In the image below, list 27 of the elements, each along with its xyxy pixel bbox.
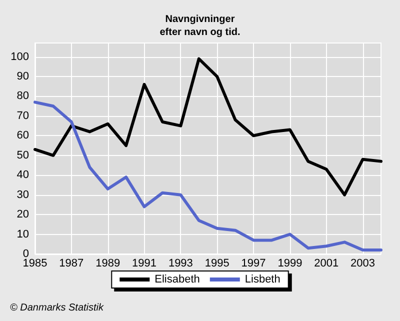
- x-tick-label: 2001: [314, 258, 339, 270]
- x-tick-label: 1989: [96, 258, 120, 270]
- text: © Danmarks Statistik: [10, 302, 104, 314]
- y-tick-label: 0: [22, 248, 29, 260]
- y-tick-label: 80: [16, 90, 29, 102]
- y-tick-label: 40: [16, 169, 29, 182]
- x-tick-label: 1987: [59, 258, 84, 270]
- y-tick-label: 90: [16, 70, 29, 83]
- line-series: [34, 100, 382, 252]
- x-tick-label: 1985: [22, 258, 48, 270]
- y-tick-label: 70: [16, 110, 29, 122]
- y-tick-label: 20: [16, 208, 29, 221]
- x-tick-label: 1999: [278, 258, 302, 270]
- legend-label: Elisabeth: [154, 274, 200, 286]
- legend-label: Lisbeth: [244, 274, 280, 286]
- x-tick-label: 2003: [350, 258, 376, 270]
- y-tick-label: 50: [16, 149, 29, 162]
- chart-title: Navngivninger efter navn og tid.: [160, 14, 240, 38]
- x-tick-label: 1995: [204, 258, 230, 270]
- x-tick-label: 1993: [168, 258, 193, 270]
- y-tick-label: 100: [10, 50, 29, 63]
- y-tick-label: 60: [16, 130, 29, 142]
- line-series: [34, 57, 382, 196]
- y-tick-label: 10: [16, 228, 29, 240]
- x-tick-label: 1997: [241, 258, 266, 270]
- x-tick-label: 1991: [132, 258, 157, 270]
- y-tick-label: 30: [16, 188, 29, 201]
